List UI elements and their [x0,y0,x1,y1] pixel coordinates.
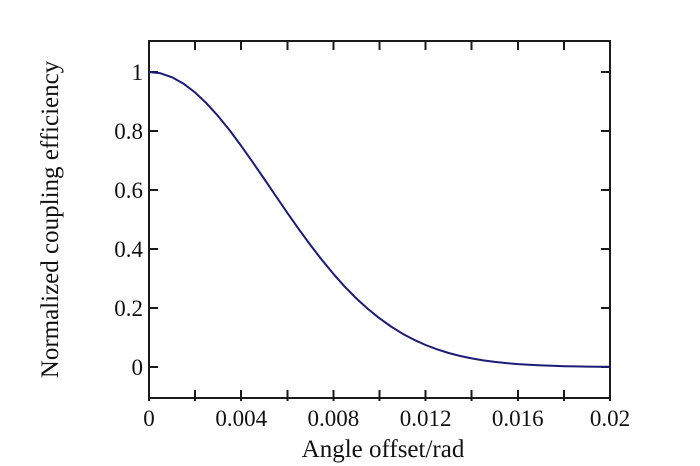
y-tick-label: 0.6 [114,178,143,203]
axis-ticks [148,42,611,401]
efficiency-curve [148,71,611,368]
axis-tick-labels: 0 0.004 0.008 0.012 0.016 0.02 0 0.2 0.4 0.6 0.8 1 [114,60,630,431]
y-tick-label: 0.2 [114,296,143,321]
y-axis-label: Normalized coupling efficiency [37,60,64,378]
x-tick-label: 0.004 [215,406,267,431]
x-tick-label: 0.012 [400,406,452,431]
plot-area-border [148,40,611,399]
x-axis-label: Angle offset/rad [302,436,465,463]
y-tick-label: 0.8 [114,119,143,144]
y-tick-label: 0.4 [114,237,143,262]
x-tick-label: 0.016 [492,406,544,431]
y-tick-label: 1 [132,60,144,85]
y-tick-label: 0 [132,355,144,380]
x-tick-label: 0.008 [308,406,360,431]
x-tick-label: 0.02 [590,406,630,431]
x-tick-label: 0 [143,406,155,431]
